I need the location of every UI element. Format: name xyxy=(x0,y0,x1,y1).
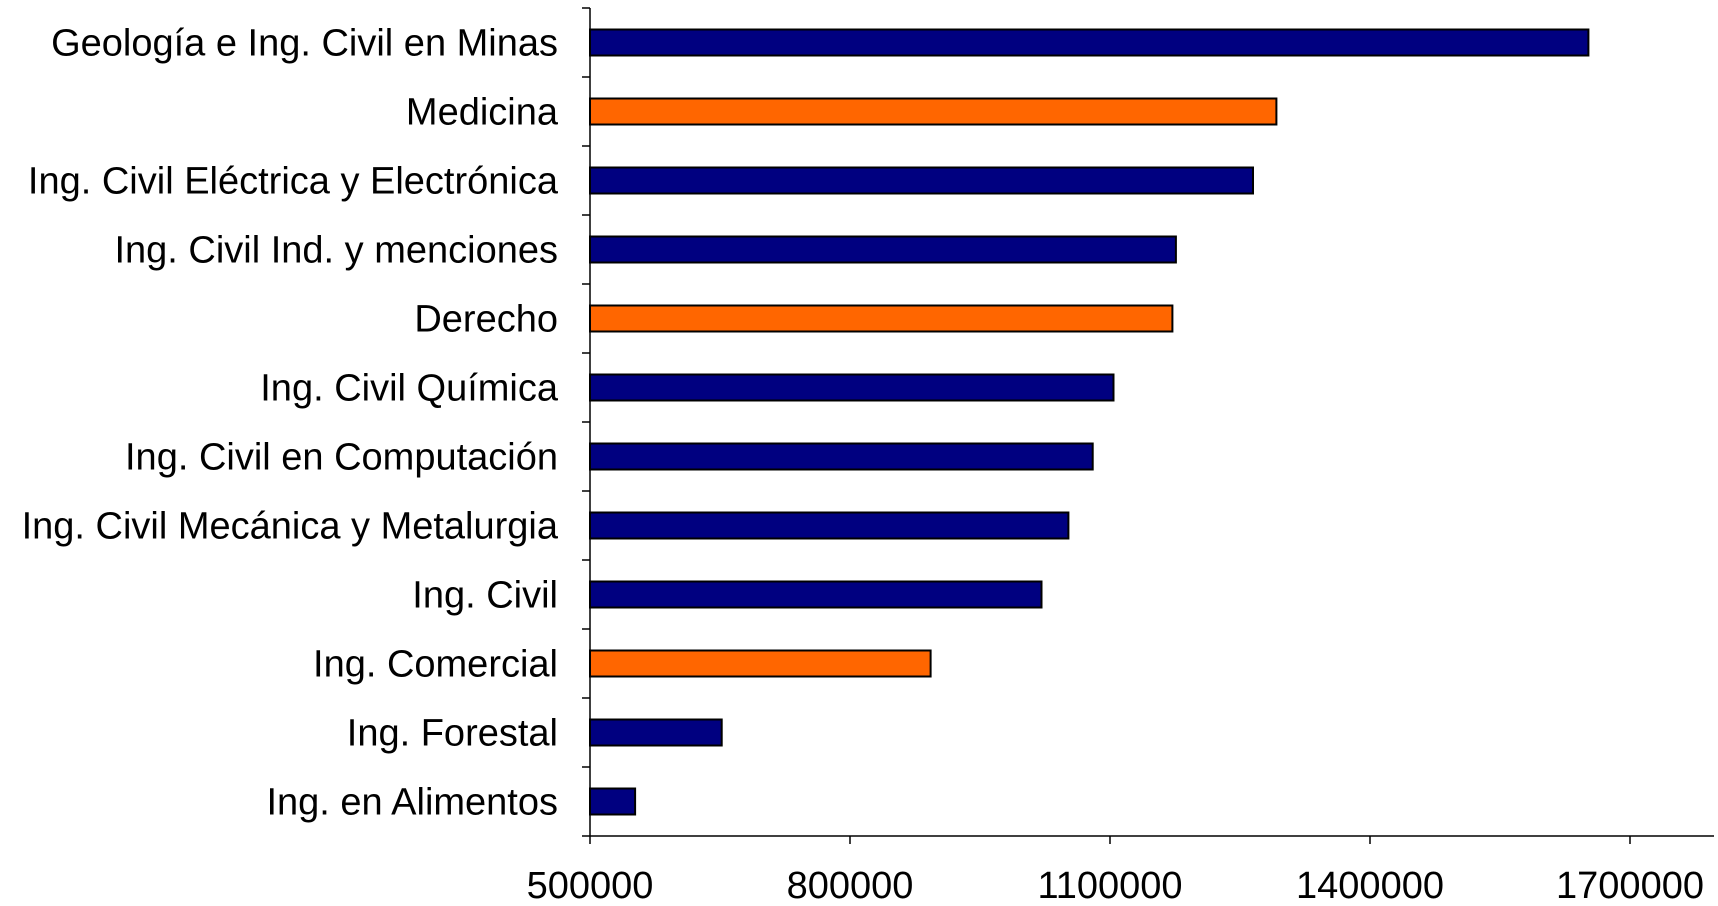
axes-group xyxy=(582,7,1714,837)
category-label-ing-en-alimentos: Ing. en Alimentos xyxy=(266,782,558,824)
bar-ing-civil xyxy=(589,580,1043,609)
category-label-medicina: Medicina xyxy=(406,92,559,134)
bar-ing-civil-en-computacion xyxy=(589,442,1094,471)
bar-ing-civil-electrica-y-electronica xyxy=(589,166,1254,195)
category-label-ing-civil-electrica-y-electronica: Ing. Civil Eléctrica y Electrónica xyxy=(28,161,559,203)
bar-ing-forestal xyxy=(589,718,723,747)
category-label-geologia-e-ing-civil-en-minas: Geología e Ing. Civil en Minas xyxy=(51,23,558,65)
x-tick-label: 1400000 xyxy=(1296,865,1444,906)
x-tick-label: 500000 xyxy=(527,865,654,906)
category-labels-group: Geología e Ing. Civil en Minas Medicina In… xyxy=(22,23,559,824)
bar-medicina xyxy=(589,97,1278,126)
bars-group xyxy=(589,28,1590,816)
category-label-ing-comercial: Ing. Comercial xyxy=(313,644,558,686)
bar-ing-en-alimentos xyxy=(589,787,637,816)
bar-ing-civil-mecanica-y-metalurgia xyxy=(589,511,1070,540)
category-label-ing-civil: Ing. Civil xyxy=(412,575,558,617)
category-label-derecho: Derecho xyxy=(414,299,558,341)
bar-geologia-e-ing-civil-en-minas xyxy=(589,28,1590,57)
category-label-ing-civil-mecanica-y-metalurgia: Ing. Civil Mecánica y Metalurgia xyxy=(22,506,559,548)
bar-derecho xyxy=(589,304,1174,333)
bar-ing-civil-ind-y-menciones xyxy=(589,235,1177,264)
category-label-ing-forestal: Ing. Forestal xyxy=(347,713,558,755)
category-label-ing-civil-ind-y-menciones: Ing. Civil Ind. y menciones xyxy=(114,230,558,272)
x-ticks-group: 500000 800000 1100000 1400000 1700000 xyxy=(527,836,1704,906)
bar-ing-comercial xyxy=(589,649,932,678)
x-tick-label: 1700000 xyxy=(1556,865,1704,906)
category-label-ing-civil-en-computacion: Ing. Civil en Computación xyxy=(125,437,558,479)
bar-ing-civil-quimica xyxy=(589,373,1115,402)
x-tick-label: 800000 xyxy=(787,865,914,906)
category-label-ing-civil-quimica: Ing. Civil Química xyxy=(260,368,559,410)
x-tick-label: 1100000 xyxy=(1037,865,1182,906)
